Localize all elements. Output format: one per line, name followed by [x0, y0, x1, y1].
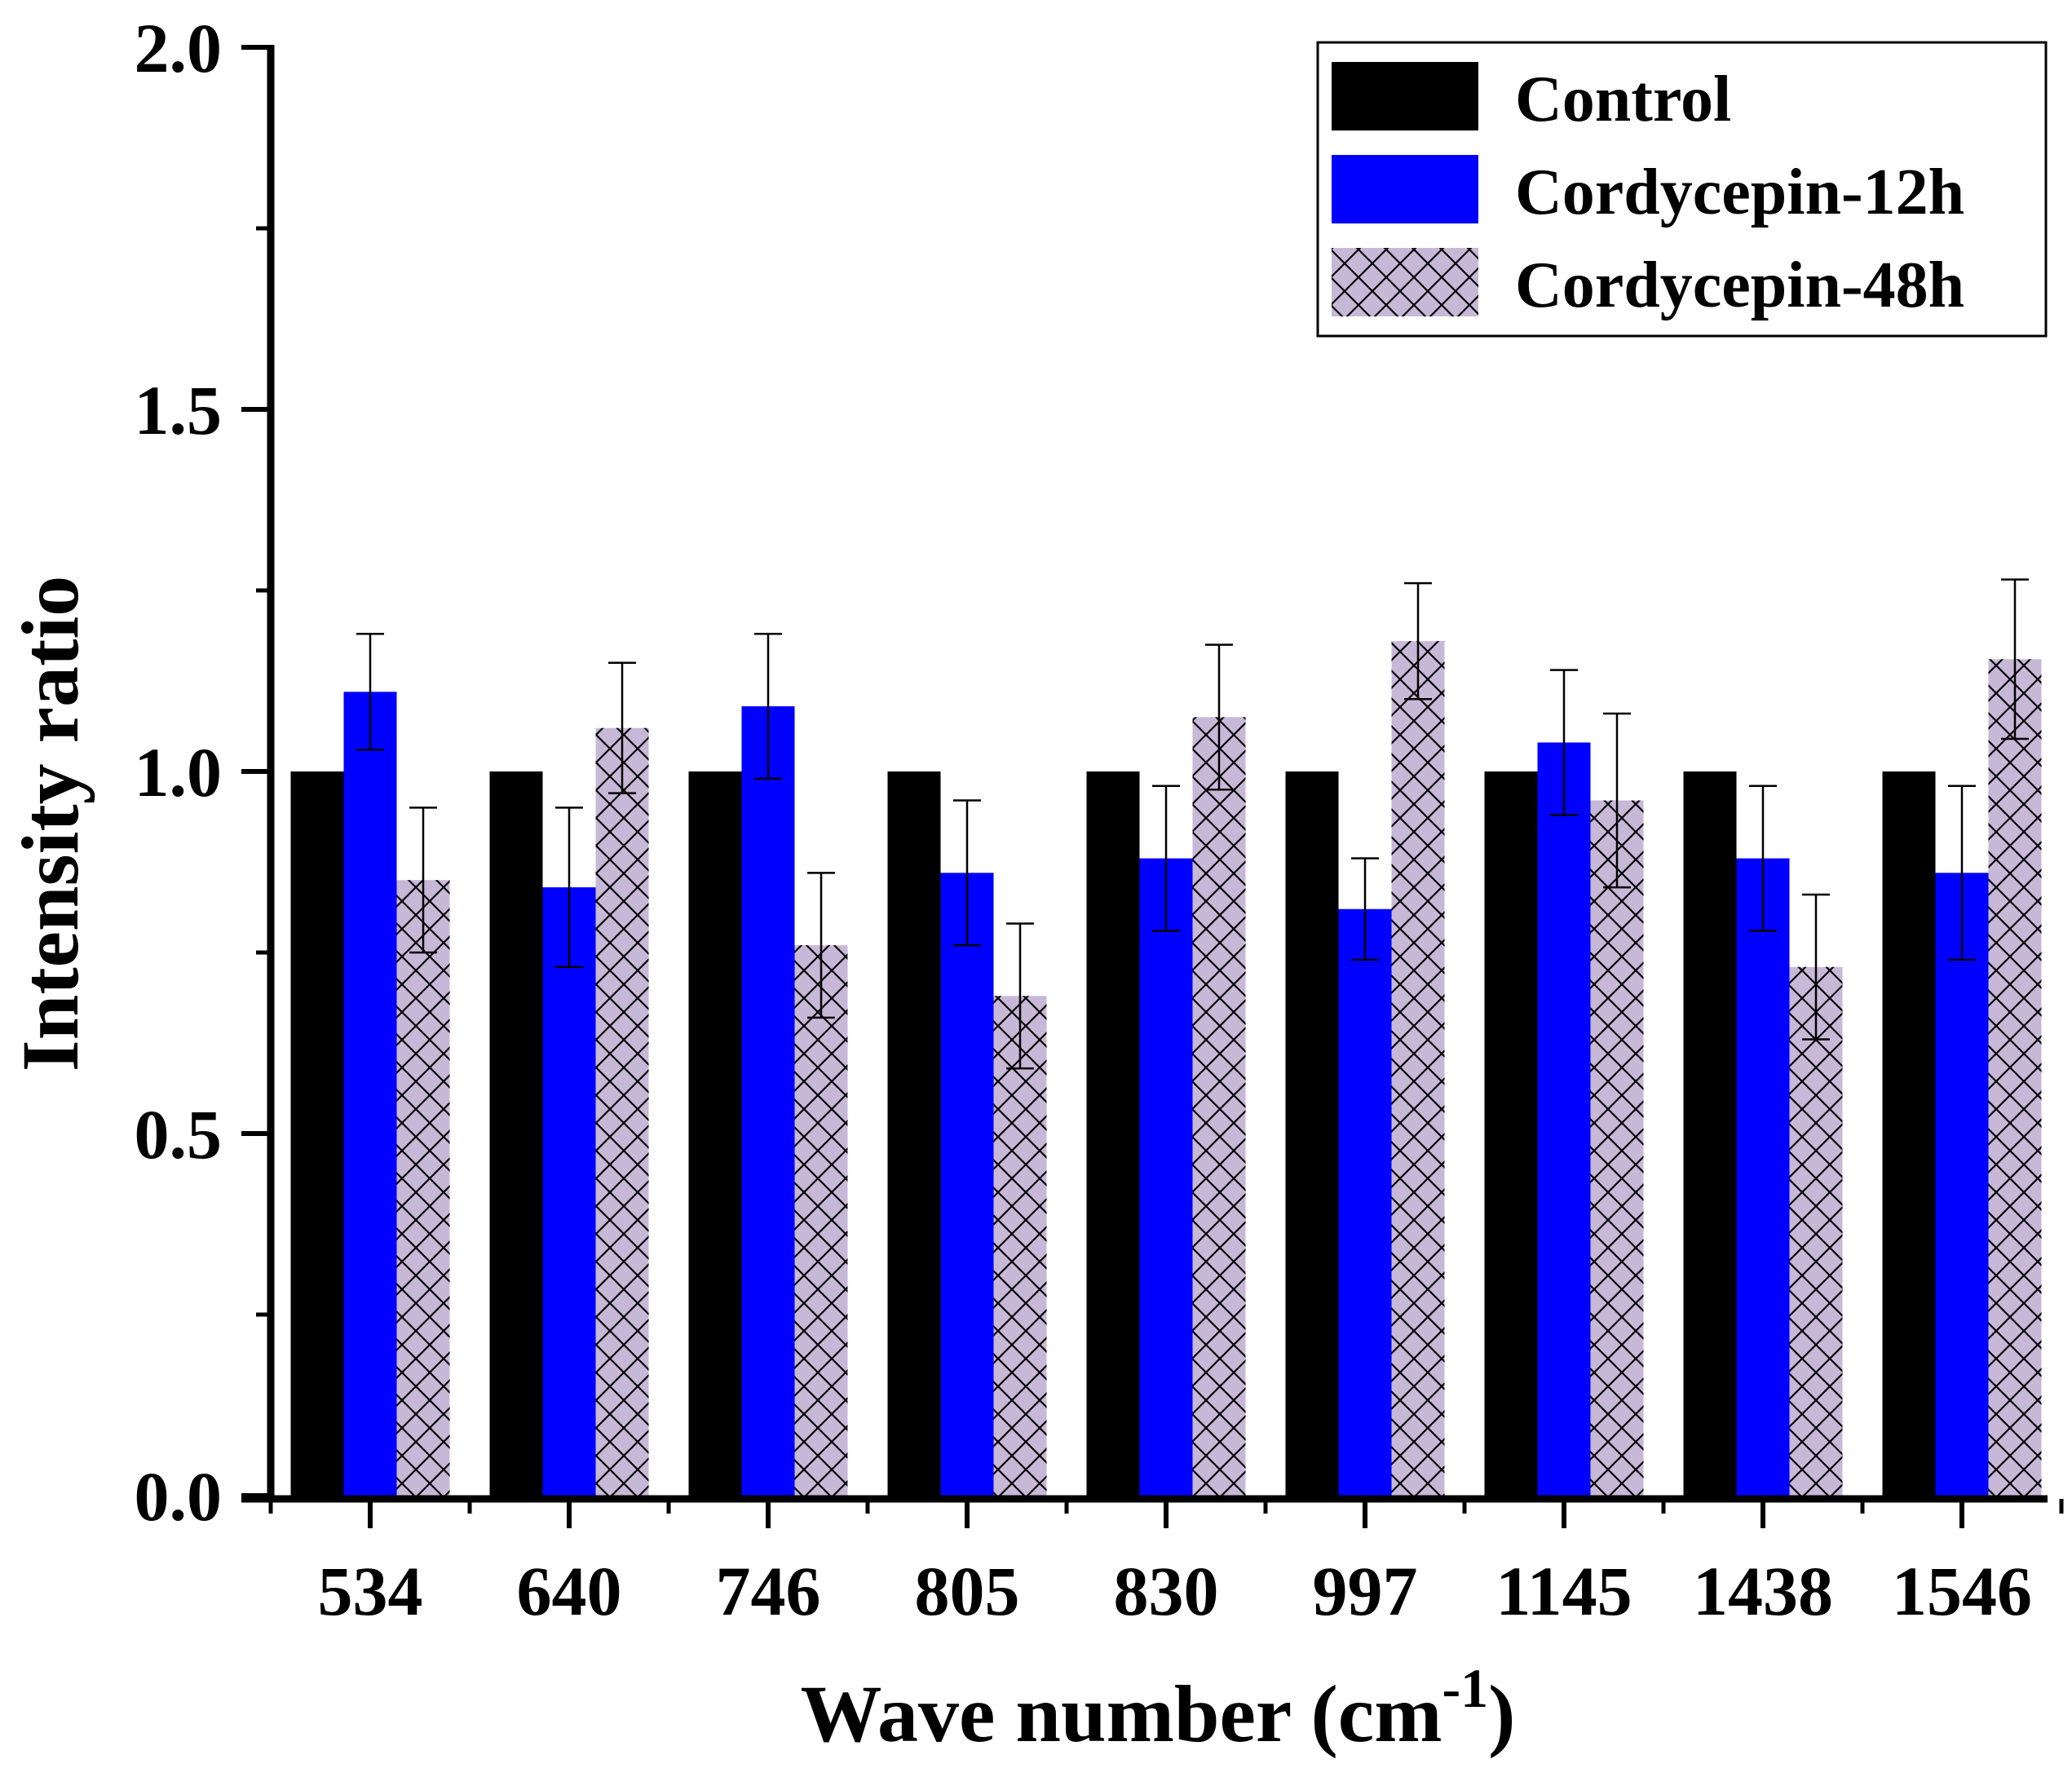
bar-cordycepin-12h — [1935, 873, 1989, 1496]
x-tick-label: 805 — [915, 1552, 1020, 1630]
x-ticks: 534 640 746 805 830 997 1145 1438 1546 — [268, 1499, 2064, 1630]
bar-control — [290, 771, 344, 1496]
x-axis-title: Wave number (cm-1) — [801, 1657, 1516, 1759]
x-axis-title-suffix: ) — [1488, 1669, 1515, 1759]
x-tick-label: 1546 — [1892, 1552, 2032, 1630]
bar-control — [1484, 771, 1538, 1496]
bar-cordycepin-12h — [741, 706, 795, 1496]
bar-control — [1285, 771, 1339, 1496]
x-tick-label: 830 — [1114, 1552, 1219, 1630]
bar-control — [1882, 771, 1936, 1496]
bar-control — [489, 771, 543, 1496]
bar-cordycepin-12h — [1139, 858, 1193, 1496]
bar-hatch-cordycepin-48h — [1590, 800, 1644, 1496]
error-bars-layer — [356, 578, 2029, 1070]
bar-control — [1683, 771, 1737, 1496]
bar-cordycepin-12h — [343, 692, 397, 1496]
x-axis-title-superscript: -1 — [1442, 1657, 1489, 1719]
bar-cordycepin-12h — [542, 887, 596, 1496]
bar-cordycepin-12h — [1338, 908, 1392, 1496]
bar-hatch-cordycepin-48h — [794, 945, 848, 1496]
legend-swatch-cordycepin-48h-hatch — [1332, 248, 1478, 316]
legend: Control Cordycepin-12h Cordycepin-48h — [1316, 41, 2048, 338]
legend-label-control: Control — [1515, 64, 1731, 135]
x-tick-label: 640 — [517, 1552, 622, 1630]
y-tick-label: 2.0 — [135, 9, 223, 87]
bar-hatch-cordycepin-48h — [595, 727, 649, 1496]
x-tick-label: 1438 — [1693, 1552, 1833, 1630]
y-ticks: 0.0 0.5 1.0 1.5 2.0 — [135, 9, 271, 1536]
bar-hatch-cordycepin-48h — [1988, 659, 2042, 1496]
x-tick-label: 534 — [318, 1552, 423, 1630]
x-tick-label: 746 — [716, 1552, 821, 1630]
x-tick-label: 1145 — [1495, 1552, 1632, 1630]
x-tick-label: 997 — [1313, 1552, 1418, 1630]
legend-swatch-cordycepin-12h — [1332, 155, 1478, 223]
bar-hatch-cordycepin-48h — [1391, 641, 1445, 1496]
bar-hatch-cordycepin-48h — [993, 996, 1047, 1496]
bars-layer — [290, 641, 2042, 1496]
legend-label-cordycepin-48h: Cordycepin-48h — [1515, 250, 1964, 321]
y-tick-label: 1.5 — [135, 371, 223, 449]
y-tick-label: 0.5 — [135, 1095, 223, 1174]
y-axis-title: Intensity ratio — [5, 576, 95, 1072]
legend-swatch-control — [1332, 62, 1478, 130]
bar-cordycepin-12h — [1736, 858, 1790, 1496]
bar-cordycepin-12h — [940, 873, 994, 1496]
bar-cordycepin-12h — [1537, 742, 1591, 1496]
bar-hatch-cordycepin-48h — [1192, 717, 1246, 1496]
y-tick-label: 0.0 — [135, 1457, 223, 1536]
y-tick-label: 1.0 — [135, 733, 223, 811]
bar-hatch-cordycepin-48h — [1789, 966, 1843, 1496]
bar-control — [1086, 771, 1140, 1496]
bar-control — [887, 771, 941, 1496]
bar-hatch-cordycepin-48h — [396, 880, 450, 1496]
x-axis-title-main: Wave number (cm — [801, 1669, 1442, 1759]
bar-control — [688, 771, 742, 1496]
legend-label-cordycepin-12h: Cordycepin-12h — [1515, 157, 1964, 228]
